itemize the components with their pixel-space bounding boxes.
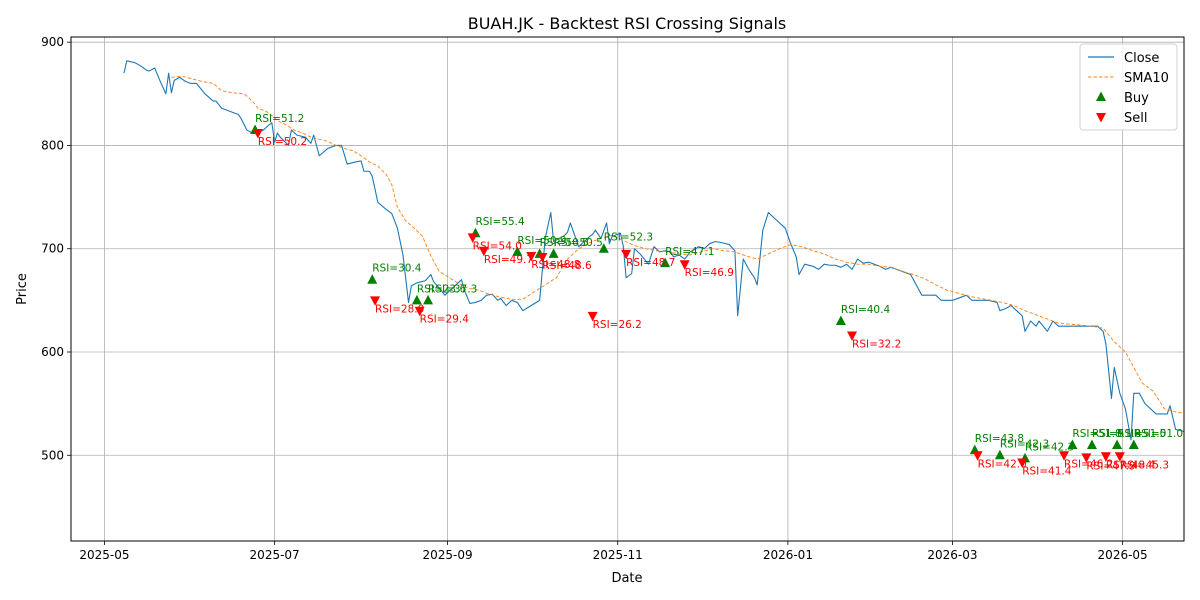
buy-marker xyxy=(548,248,559,258)
sell-annotation: RSI=32.2 xyxy=(852,338,901,350)
legend-label: Close xyxy=(1124,51,1159,66)
x-tick-label: 2026-03 xyxy=(927,548,977,562)
buy-annotation: RSI=40.4 xyxy=(841,304,891,316)
y-tick-label: 800 xyxy=(41,138,64,152)
legend-box xyxy=(1079,43,1178,131)
buy-marker xyxy=(994,449,1005,460)
legend-label: Sell xyxy=(1124,111,1147,126)
buy-marker xyxy=(1067,439,1078,449)
sell-annotation: RSI=45.3 xyxy=(1120,459,1169,471)
sell-marker xyxy=(467,233,478,243)
sell-annotation: RSI=46.2 xyxy=(1064,458,1113,470)
sell-marker xyxy=(972,451,983,461)
sell-annotation: RSI=48.8 xyxy=(531,259,580,271)
buy-annotation: RSI=47.1 xyxy=(665,246,714,258)
sell-marker xyxy=(679,260,690,270)
sell-annotation: RSI=46.9 xyxy=(685,267,734,279)
y-axis: 500 600 700 800 900 xyxy=(41,35,71,462)
chart-title: BUAH.JK - Backtest RSI Crossing Signals xyxy=(468,14,787,33)
y-tick-label: 600 xyxy=(41,345,64,359)
y-axis-label: Price xyxy=(15,273,30,305)
buy-annotation: RSI=51.8 xyxy=(1092,428,1141,440)
series-line-sma10 xyxy=(171,75,1184,414)
buy-marker xyxy=(512,246,523,256)
buy-annotation: RSI=37.3 xyxy=(428,283,477,295)
sell-annotation: RSI=48.4 xyxy=(1106,459,1156,471)
buy-marker xyxy=(423,294,434,305)
y-tick-label: 700 xyxy=(41,242,64,256)
buy-annotation: RSI=50.9 xyxy=(517,235,566,247)
x-tick-label: 2026-01 xyxy=(763,548,813,562)
sell-marker xyxy=(1017,458,1028,469)
buy-annotation: RSI=51.2 xyxy=(255,113,304,125)
legend-label: Buy xyxy=(1124,91,1149,106)
x-axis: 2025-05 2025-07 2025-09 2025-11 2026-01 2026-… xyxy=(79,541,1148,562)
sell-marker xyxy=(414,306,425,317)
sell-annotation: RSI=29.4 xyxy=(420,314,470,326)
buy-annotation: RSI=43.8 xyxy=(975,433,1024,445)
sell-annotation: RSI=54.0 xyxy=(473,240,522,252)
x-tick-label: 2025-07 xyxy=(250,548,300,562)
x-tick-label: 2025-05 xyxy=(79,548,129,562)
sell-marker xyxy=(621,249,632,260)
x-tick-label: 2026-05 xyxy=(1098,548,1148,562)
sell-annotation: RSI=47.9 xyxy=(1086,460,1135,472)
y-tick-label: 900 xyxy=(41,35,64,49)
sell-annotation: RSI=41.4 xyxy=(1022,466,1072,478)
sell-marker xyxy=(1081,453,1092,463)
buy-annotation: RSI=30.4 xyxy=(372,263,422,275)
sell-annotation: RSI=50.2 xyxy=(258,136,307,148)
legend: Close SMA10 Buy Sell xyxy=(1079,43,1178,131)
sell-marker xyxy=(847,331,858,341)
sell-annotation: RSI=48.6 xyxy=(542,260,592,272)
buy-annotation: RSI=23.6 xyxy=(417,283,467,295)
buy-marker xyxy=(835,315,846,326)
sell-marker xyxy=(1100,452,1111,462)
sell-marker xyxy=(370,296,381,306)
buy-marker xyxy=(411,294,422,305)
legend-label: SMA10 xyxy=(1124,71,1169,86)
sell-marker xyxy=(537,252,548,263)
sell-annotation: RSI=42.0 xyxy=(978,458,1027,470)
buy-marker xyxy=(1086,439,1097,449)
buy-annotation: RSI=42.3 xyxy=(1025,441,1074,453)
x-axis-label: Date xyxy=(611,571,642,586)
sell-annotation: RSI=26.2 xyxy=(593,319,642,331)
legend-buy-swatch xyxy=(1096,91,1106,101)
legend-sell-swatch xyxy=(1096,113,1106,123)
x-tick-label: 2025-11 xyxy=(593,548,643,562)
buy-annotation: RSI=51.8 xyxy=(1072,428,1121,440)
sell-marker xyxy=(1114,452,1125,462)
buy-annotation: RSI=51.0 xyxy=(1117,428,1166,440)
plot-content xyxy=(123,60,1184,469)
y-tick-label: 500 xyxy=(41,448,64,462)
sell-marker xyxy=(252,129,263,139)
buy-marker xyxy=(598,243,609,253)
buy-annotation: RSI=50.5 xyxy=(554,237,603,249)
x-tick-label: 2025-09 xyxy=(423,548,473,562)
series-line-close xyxy=(123,60,1184,441)
buy-annotation: RSI=52.3 xyxy=(604,232,653,244)
buy-annotation: RSI=51.0 xyxy=(1134,428,1183,440)
plot-frame xyxy=(70,36,1185,542)
buy-marker xyxy=(367,274,378,284)
sell-annotation: RSI=48.7 xyxy=(626,257,675,269)
sell-annotation: RSI=49.7 xyxy=(484,254,533,266)
buy-annotation: RSI=55.4 xyxy=(475,216,525,228)
buy-annotation: RSI=50.5 xyxy=(540,237,589,249)
sell-marker xyxy=(1059,451,1070,461)
buy-marker xyxy=(1128,439,1139,449)
sell-annotation: RSI=28.0 xyxy=(375,303,424,315)
buy-marker xyxy=(1112,439,1123,449)
sell-marker xyxy=(478,246,489,257)
grid xyxy=(71,37,1184,541)
buy-annotation: RSI=42.3 xyxy=(1000,438,1049,450)
sell-marker xyxy=(526,251,537,262)
buy-marker xyxy=(660,257,671,268)
sell-marker xyxy=(587,311,598,322)
